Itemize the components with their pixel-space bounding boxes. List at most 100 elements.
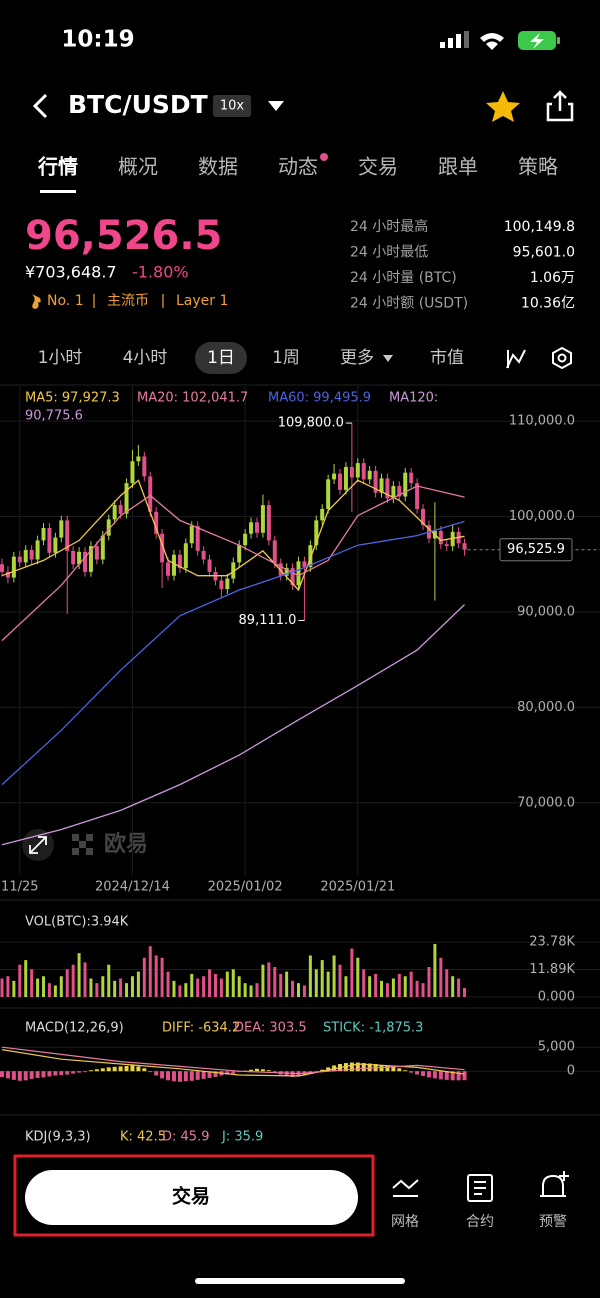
trade-button-label[interactable]: 交易 <box>172 1185 210 1208</box>
candle-body <box>183 543 188 569</box>
macd-stick <box>290 1071 295 1077</box>
volume-bar <box>142 957 146 997</box>
macd-stick <box>148 1071 153 1073</box>
macd-stick <box>456 1071 461 1081</box>
volume-bar <box>130 976 134 997</box>
macd-stick <box>432 1071 437 1079</box>
macd-stick <box>426 1071 431 1078</box>
tab[interactable]: 概况 <box>118 155 158 179</box>
tab[interactable]: 策略 <box>518 155 558 179</box>
macd-stick <box>207 1071 212 1078</box>
action-label[interactable]: 合约 <box>466 1214 494 1230</box>
candle-body <box>94 546 99 560</box>
back-button[interactable] <box>32 93 48 119</box>
candle-body <box>195 526 200 551</box>
timeframe[interactable]: 更多 <box>340 348 374 368</box>
candle-body <box>207 559 212 572</box>
stat-value: 10.36亿 <box>521 296 575 312</box>
indicator-button[interactable] <box>506 349 526 369</box>
candle-body <box>201 550 206 560</box>
timeframe[interactable]: 4小时 <box>123 348 168 368</box>
volume-bar <box>53 985 57 997</box>
macd-stick <box>5 1071 10 1079</box>
grid-icon[interactable] <box>392 1179 419 1197</box>
timeframe[interactable]: 1小时 <box>38 348 83 368</box>
volume-bar <box>0 978 4 997</box>
favorite-star[interactable] <box>486 91 520 122</box>
tab[interactable]: 行情 <box>37 155 78 179</box>
volume-bar <box>6 976 10 997</box>
candle-body <box>124 483 129 514</box>
macd-stick <box>154 1071 159 1076</box>
pair-dropdown[interactable] <box>268 101 284 111</box>
macd-stick <box>225 1071 230 1075</box>
legend-entry: J: 35.9 <box>221 1130 263 1145</box>
candle-body <box>314 520 319 546</box>
macd-stick <box>112 1066 117 1072</box>
volume-bar <box>148 946 152 997</box>
tab[interactable]: 跟单 <box>438 155 478 179</box>
candle-body <box>326 479 331 509</box>
tab[interactable]: 交易 <box>358 155 398 179</box>
flame-icon <box>32 294 41 309</box>
candle-body <box>284 568 289 576</box>
price-change: -1.80% <box>132 263 189 282</box>
timeframe[interactable]: 1日 <box>207 348 235 368</box>
macd-stick <box>438 1071 443 1080</box>
highlight-box <box>13 1154 375 1237</box>
volume-bar <box>397 973 401 997</box>
candle-body <box>243 533 248 546</box>
candle-body <box>41 528 46 541</box>
tab[interactable]: 数据 <box>198 155 238 179</box>
y-tick-label: 0.000 <box>538 990 575 1005</box>
x-tick-label: 2024/12/14 <box>95 880 170 895</box>
volume-bar <box>356 957 360 997</box>
candle-body <box>438 530 443 545</box>
candle-body <box>71 550 76 565</box>
macd-stick <box>11 1071 16 1080</box>
candle-body <box>343 466 348 490</box>
candle-body <box>349 466 354 478</box>
candle-body <box>338 473 343 490</box>
candle-body <box>160 533 165 563</box>
macd-stick <box>397 1068 402 1072</box>
pair-title[interactable]: BTC/USDT <box>68 90 208 119</box>
volume-bar <box>219 978 223 997</box>
tag: 主流币 <box>107 293 149 309</box>
volume-bar <box>374 973 378 997</box>
watermark-logo <box>72 834 93 855</box>
contract-icon[interactable] <box>467 1174 493 1202</box>
stat-value: 100,149.8 <box>504 219 575 235</box>
tag: No. 1 <box>47 293 84 309</box>
stat-label: 24 小时最低 <box>350 245 428 261</box>
home-indicator <box>195 1278 405 1284</box>
alert-icon[interactable] <box>540 1171 569 1197</box>
candle-body <box>189 526 194 544</box>
macd-stick <box>367 1063 372 1072</box>
more-dropdown[interactable] <box>383 355 393 362</box>
tab[interactable]: 动态 <box>278 155 318 179</box>
timeframe[interactable]: 市值 <box>430 348 464 368</box>
legend-entry: VOL(BTC):3.94K <box>25 915 129 930</box>
volume-bar <box>59 976 63 997</box>
action-label[interactable]: 网格 <box>391 1214 419 1230</box>
timeframe[interactable]: 1周 <box>272 348 300 368</box>
share-button[interactable] <box>546 90 574 122</box>
macd-stick <box>349 1062 354 1072</box>
macd-stick <box>391 1066 396 1072</box>
action-label[interactable]: 预警 <box>539 1214 567 1230</box>
volume-bar <box>320 960 324 997</box>
macd-stick <box>361 1063 366 1072</box>
volume-bar <box>65 969 69 997</box>
charts: 70,000.0 80,000.0 90,000.0 100,000.0 110,000… <box>0 386 600 1145</box>
candle-body <box>136 456 141 462</box>
macd-stick <box>409 1071 414 1073</box>
settings-button[interactable] <box>552 346 572 370</box>
macd-stick <box>100 1068 105 1072</box>
timeframe-active-pill <box>195 342 247 374</box>
notification-dot <box>320 153 328 161</box>
trade-button[interactable] <box>25 1170 358 1225</box>
y-tick-label: 100,000.0 <box>509 509 575 524</box>
volume-bar <box>433 943 437 997</box>
